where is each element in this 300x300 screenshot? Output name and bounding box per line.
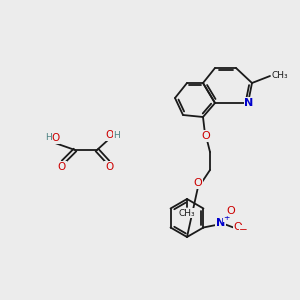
Text: N: N <box>216 218 225 227</box>
Text: O: O <box>105 162 113 172</box>
Text: −: − <box>239 226 248 236</box>
Text: O: O <box>226 206 235 215</box>
Text: +: + <box>223 213 230 222</box>
Text: N: N <box>244 98 253 108</box>
Text: H: H <box>114 130 120 140</box>
Text: O: O <box>58 162 66 172</box>
Text: CH₃: CH₃ <box>179 208 195 217</box>
Text: O: O <box>194 178 202 188</box>
Text: O: O <box>233 223 242 232</box>
Text: O: O <box>202 131 210 141</box>
Text: O: O <box>51 133 59 143</box>
Text: O: O <box>106 130 114 140</box>
Text: H: H <box>45 134 51 142</box>
Text: CH₃: CH₃ <box>272 71 289 80</box>
